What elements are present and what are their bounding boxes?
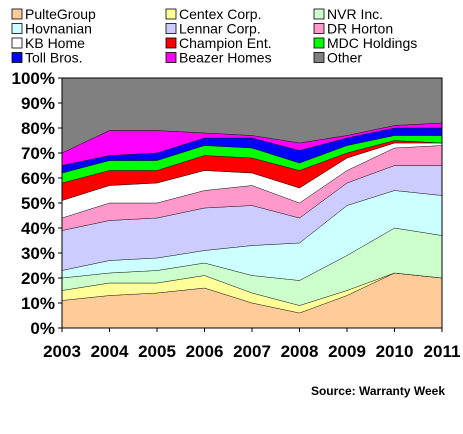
legend-item-other: Other	[313, 50, 362, 66]
y-tick-label: 80%	[21, 119, 55, 138]
legend-item-nvr-inc: NVR Inc.	[313, 6, 383, 22]
plot-area	[61, 77, 443, 329]
legend-label: Centex Corp.	[179, 6, 261, 22]
legend-item-beazer-homes: Beazer Homes	[165, 50, 272, 66]
legend-label: Beazer Homes	[179, 50, 272, 66]
legend-swatch	[11, 23, 23, 34]
legend-item-mdc-holdings: MDC Holdings	[313, 35, 417, 51]
x-tick-label: 2004	[91, 342, 129, 361]
legend-item-pultegroup: PulteGroup	[11, 6, 96, 22]
source-note: Source: Warranty Week	[311, 384, 445, 398]
y-tick-label: 30%	[21, 244, 55, 263]
legend-swatch	[313, 23, 325, 34]
y-tick-label: 40%	[21, 219, 55, 238]
legend-item-champion-ent: Champion Ent.	[165, 35, 272, 51]
legend-label: Other	[327, 50, 362, 66]
legend-item-lennar-corp: Lennar Corp.	[165, 21, 261, 37]
legend-label: MDC Holdings	[327, 35, 417, 51]
legend-label: Hovnanian	[25, 21, 92, 37]
x-tick-label: 2005	[138, 342, 176, 361]
legend-item-centex-corp: Centex Corp.	[165, 6, 261, 22]
legend-label: Lennar Corp.	[179, 21, 261, 37]
legend-label: NVR Inc.	[327, 6, 383, 22]
y-tick-label: 20%	[21, 269, 55, 288]
legend-swatch	[11, 37, 23, 49]
legend-label: Toll Bros.	[25, 50, 83, 66]
x-tick-label: 2003	[43, 342, 81, 361]
y-tick-label: 100%	[12, 69, 55, 88]
legend-item-toll-bros: Toll Bros.	[11, 50, 83, 66]
y-tick-label: 0%	[30, 319, 55, 338]
y-tick-label: 70%	[21, 144, 55, 163]
legend-item-kb-home: KB Home	[11, 35, 85, 51]
legend-label: DR Horton	[327, 21, 393, 37]
y-tick-label: 90%	[21, 94, 55, 113]
legend-item-dr-horton: DR Horton	[313, 21, 393, 37]
legend-label: Champion Ent.	[179, 35, 272, 51]
y-axis: 0% 10% 20% 30% 40% 50% 60% 70% 80% 90% 100%	[12, 69, 63, 338]
legend-swatch	[313, 52, 325, 63]
legend-label: KB Home	[25, 35, 85, 51]
x-tick-label: 2009	[328, 342, 366, 361]
y-tick-label: 10%	[21, 294, 55, 313]
legend-swatch	[313, 8, 325, 20]
legend: PulteGroup Centex Corp. NVR Inc. Hovnanian L…	[11, 6, 417, 66]
legend-swatch	[165, 52, 177, 63]
legend-swatch	[11, 52, 23, 63]
x-tick-label: 2007	[233, 342, 271, 361]
y-tick-label: 60%	[21, 169, 55, 188]
legend-swatch	[165, 37, 177, 49]
x-tick-label: 2006	[186, 342, 224, 361]
legend-swatch	[165, 8, 177, 20]
legend-swatch	[313, 37, 325, 49]
legend-label: PulteGroup	[25, 6, 96, 22]
y-tick-label: 50%	[21, 194, 55, 213]
legend-swatch	[11, 8, 23, 20]
x-tick-label: 2010	[376, 342, 414, 361]
legend-item-hovnanian: Hovnanian	[11, 21, 92, 37]
x-tick-label: 2011	[424, 342, 461, 361]
x-axis: 2003 2004 2005 2006 2007 2008 2009 2010 2011	[43, 327, 461, 361]
x-tick-label: 2008	[281, 342, 319, 361]
legend-swatch	[165, 23, 177, 34]
